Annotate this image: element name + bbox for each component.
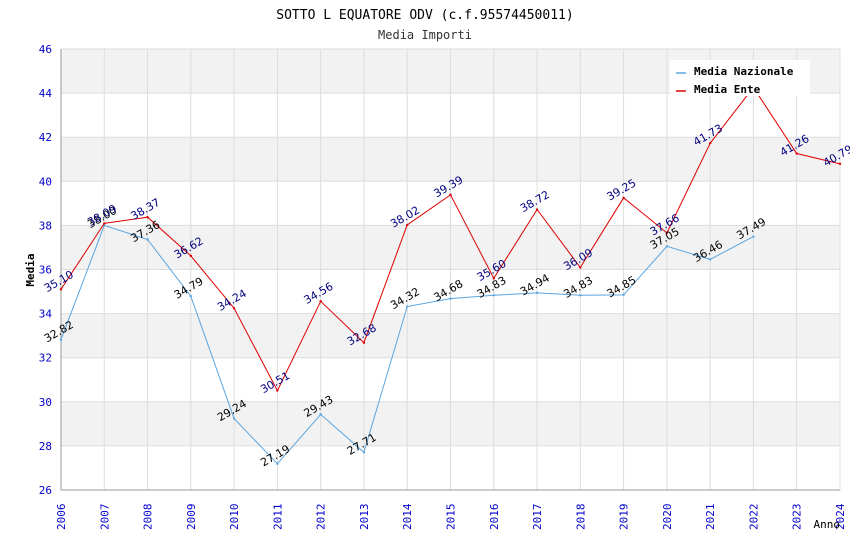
point-media-ente-2016 (492, 277, 495, 280)
y-tick-label-30: 30 (39, 396, 52, 409)
series-lines (59, 86, 842, 465)
point-media-ente-2021 (708, 141, 712, 145)
point-media-ente-2013 (362, 341, 366, 344)
point-media-nazionale-2019 (622, 293, 625, 297)
x-axis-label: Anno (814, 518, 841, 531)
point-media-ente-2007 (103, 222, 106, 225)
point-media-ente-2015 (449, 193, 452, 196)
y-tick-label-38: 38 (39, 219, 52, 232)
y-axis-label: Media (24, 253, 37, 286)
point-media-ente-2006 (59, 288, 63, 291)
point-media-nazionale-2018 (579, 294, 582, 297)
point-media-nazionale-2014 (406, 305, 409, 308)
x-tick-label-2008: 2008 (142, 504, 155, 531)
x-axis-ticks: 2006 2007 2008 2009 2010 2011 2012 2013 2014 2015… (55, 503, 847, 530)
point-media-nazionale-2008 (146, 238, 149, 241)
x-tick-label-2016: 2016 (488, 504, 501, 531)
x-tick-label-2022: 2022 (747, 504, 760, 531)
y-tick-label-42: 42 (39, 131, 52, 144)
point-media-ente-2024 (838, 162, 842, 166)
x-tick-label-2019: 2019 (618, 504, 631, 531)
axes (60, 49, 840, 491)
point-media-ente-2009 (189, 254, 193, 258)
point-media-ente-2017 (535, 208, 539, 211)
point-media-ente-2010 (232, 307, 236, 310)
y-tick-label-44: 44 (39, 87, 53, 100)
y-tick-label-46: 46 (39, 43, 52, 56)
point-media-ente-2008 (146, 216, 149, 219)
x-tick-label-2017: 2017 (531, 504, 544, 531)
x-tick-label-2011: 2011 (271, 504, 284, 531)
legend-box (670, 60, 810, 96)
chart-subtitle: Media Importi (378, 28, 472, 42)
x-tick-label-2024: 2024 (834, 503, 847, 530)
y-tick-label-28: 28 (39, 440, 52, 453)
x-tick-label-2023: 2023 (791, 504, 804, 531)
point-media-nazionale-2012 (319, 413, 322, 416)
x-tick-label-2012: 2012 (315, 504, 328, 531)
point-media-ente-2020 (665, 231, 669, 235)
point-media-ente-2012 (319, 300, 322, 303)
point-media-nazionale-2006 (59, 338, 63, 341)
x-tick-label-2006: 2006 (55, 504, 68, 531)
chart-title: SOTTO L EQUATORE ODV (c.f.95574450011) (276, 8, 573, 23)
legend-label-media-ente: Media Ente (694, 83, 761, 96)
x-tick-label-2009: 2009 (185, 504, 198, 531)
x-tick-label-2021: 2021 (704, 504, 717, 531)
x-tick-label-2014: 2014 (401, 503, 414, 530)
point-media-nazionale-2021 (708, 258, 712, 261)
point-media-nazionale-2017 (535, 291, 539, 295)
x-tick-label-2020: 2020 (661, 504, 674, 531)
x-tick-label-2007: 2007 (98, 504, 111, 531)
point-media-ente-2023 (795, 152, 798, 155)
y-tick-label-34: 34 (39, 308, 53, 321)
x-tick-label-2013: 2013 (358, 504, 371, 531)
y-axis-ticks: 26 28 30 32 34 36 38 40 42 44 46 (39, 43, 53, 497)
point-media-nazionale-2015 (449, 297, 452, 300)
y-tick-label-40: 40 (39, 175, 52, 188)
point-media-nazionale-2020 (665, 245, 669, 248)
x-tick-label-2015: 2015 (445, 504, 458, 531)
y-tick-label-32: 32 (39, 352, 52, 365)
point-media-nazionale-2009 (189, 294, 193, 298)
legend-label-media-nazionale: Media Nazionale (694, 65, 794, 78)
point-media-nazionale-2022 (752, 235, 755, 238)
point-media-nazionale-2011 (276, 462, 279, 465)
legend: Media Nazionale Media Ente (670, 60, 810, 96)
point-media-ente-2018 (579, 266, 582, 269)
point-media-ente-2011 (276, 389, 279, 392)
point-media-nazionale-2010 (232, 417, 236, 420)
y-tick-label-26: 26 (39, 484, 52, 497)
y-tick-label-36: 36 (39, 264, 52, 277)
point-media-nazionale-2013 (362, 451, 366, 454)
point-media-ente-2014 (406, 223, 409, 227)
x-tick-label-2010: 2010 (228, 504, 241, 531)
point-media-nazionale-2016 (492, 294, 495, 297)
x-tick-label-2018: 2018 (574, 504, 587, 531)
point-media-ente-2019 (622, 196, 625, 200)
